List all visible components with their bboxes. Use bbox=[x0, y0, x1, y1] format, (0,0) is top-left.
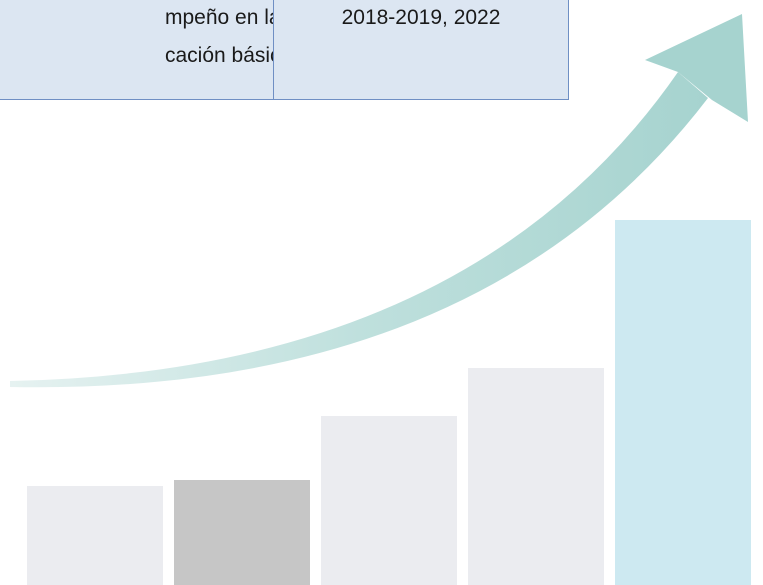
cell-text: 2018-2019, 2022 bbox=[274, 0, 568, 37]
bar-shape bbox=[27, 486, 163, 585]
cell-text: cación básica bbox=[165, 37, 274, 75]
table-cell: mpeño en las cación básica bbox=[0, 0, 274, 100]
bar-shape bbox=[174, 480, 310, 585]
bar-shape bbox=[615, 220, 751, 585]
bar-shape bbox=[321, 416, 457, 585]
cell-text: mpeño en las bbox=[165, 0, 274, 37]
page: mpeño en las cación básica 2018-2019, 20… bbox=[0, 0, 763, 585]
arrow-body bbox=[10, 72, 708, 387]
bar-shape bbox=[468, 368, 604, 585]
table-cell: 2018-2019, 2022 bbox=[273, 0, 569, 100]
